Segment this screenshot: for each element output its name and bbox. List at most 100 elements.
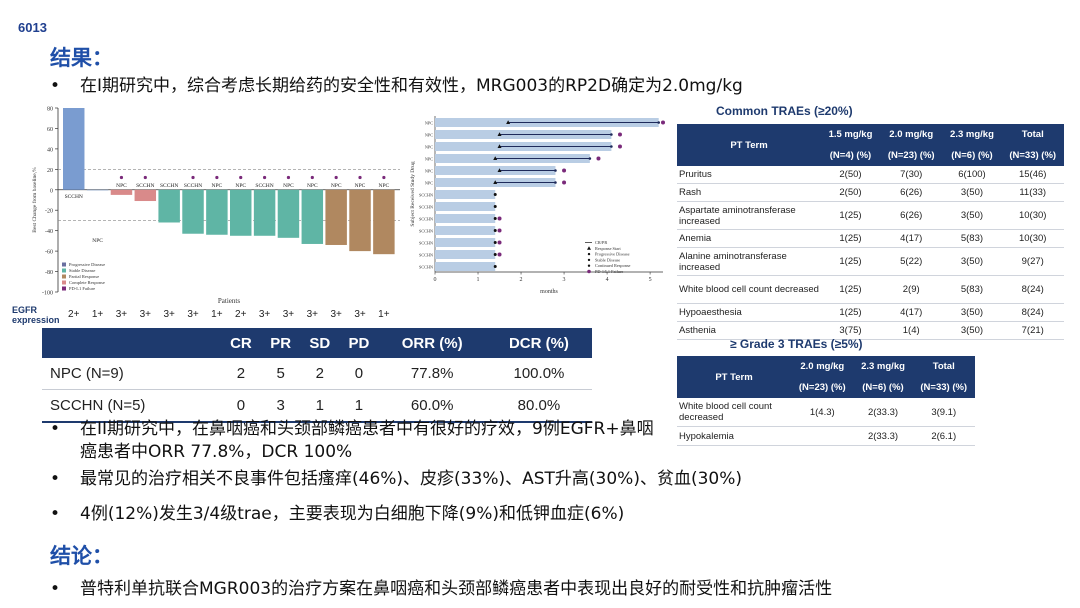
traes-row: Anemia 1(25) 4(17) 5(83) 10(30): [677, 229, 1064, 248]
response-table-cell: NPC (N=9): [42, 358, 221, 390]
grade3-cell: 3(9.1): [912, 398, 975, 427]
pdl1-failure-marker: [143, 175, 147, 180]
response-table-cell: 2: [300, 358, 340, 390]
swimmer-bar: [435, 262, 496, 271]
pd1-failure-marker: [617, 132, 622, 137]
swimmer-bar-label: NPC: [425, 181, 433, 186]
bullet-dot: •: [50, 469, 61, 489]
response-start-marker: [497, 168, 502, 172]
waterfall-bar-label: SCCHN: [136, 183, 154, 189]
egfr-value: 3+: [330, 309, 342, 320]
pdl1-failure-marker: [286, 175, 291, 180]
traes-cell: 7(30): [879, 166, 943, 184]
waterfall-legend-label: PD-L1 Failure: [69, 286, 95, 291]
waterfall-bar: [110, 189, 133, 195]
waterfall-y-label: Best Change from baseline,%: [31, 167, 38, 233]
waterfall-bar-label: NPC: [212, 183, 223, 189]
response-start-marker: [493, 156, 498, 160]
grade3-row: White blood cell count decreased 1(4.3) 2(…: [677, 398, 975, 427]
traes-title: Common TRAEs (≥20%): [716, 104, 853, 118]
waterfall-x-label: Patients: [218, 297, 240, 305]
swimmer-x-tick-label: 2: [520, 277, 523, 283]
swimmer-legend-label: CR/PR: [595, 240, 607, 245]
swimmer-bar: [435, 202, 496, 211]
waterfall-y-tick-label: -80: [45, 270, 53, 276]
swimmer-bar-label: SCCHN: [419, 253, 433, 258]
traes-table: PT Term 1.5 mg/kg 2.0 mg/kg 2.3 mg/kg Total(…: [677, 124, 1064, 340]
pdl1-failure-marker: [262, 175, 267, 180]
results-title: 结果：: [50, 46, 113, 70]
waterfall-axes: 80 60 40 20 0 -20 -40 -60 -80 -100 Best Change fro…: [31, 107, 400, 305]
swimmer-bar: [435, 238, 496, 247]
response-start-marker: [493, 180, 498, 184]
swimmer-bar-label: NPC: [425, 157, 433, 162]
continued-response-marker: [554, 181, 557, 184]
pd1-failure-marker: [497, 228, 502, 233]
waterfall-bar-label: NPC: [355, 183, 366, 189]
pd1-failure-marker: [497, 216, 502, 221]
swimmer-bar: [435, 214, 496, 223]
traes-header-n: (N=4) (%): [821, 145, 880, 166]
swimmer-bar-label: SCCHN: [419, 193, 433, 198]
grade3-cell: [791, 426, 854, 446]
continued-response-marker: [657, 121, 660, 124]
swimmer-x-tick-label: 4: [606, 277, 609, 283]
waterfall-bar-label: NPC: [307, 183, 318, 189]
response-table: CR PR SD PD ORR (%) DCR (%) NPC (N=9) 2 5 2 0 77.8…: [42, 328, 592, 423]
swimmer-y-label: Subject Received Study Drug: [410, 161, 416, 226]
traes-cell: 1(25): [821, 201, 880, 230]
waterfall-y-tick-label: -100: [42, 291, 53, 297]
response-table-header: DCR (%): [485, 328, 592, 358]
traes-header-n: (N=6) (%): [942, 145, 1002, 166]
traes-cell: 3(75): [821, 321, 880, 340]
traes-cell: Rash: [677, 183, 821, 202]
swimmer-bar-label: NPC: [425, 121, 433, 126]
stable-disease-marker: [493, 217, 497, 220]
swimmer-legend-swatch: [587, 252, 591, 256]
traes-cell: Hypoaesthesia: [677, 303, 821, 322]
egfr-value: 3+: [306, 309, 318, 320]
stable-disease-marker: [493, 229, 497, 232]
waterfall-legend-swatch: [62, 268, 66, 273]
grade3-header-dose: 2.3 mg/kg: [853, 356, 913, 377]
bullet-dot: •: [50, 579, 61, 599]
bullet-conclusion: • 普特利单抗联合MGR003的治疗方案在鼻咽癌和头颈部鳞癌患者中表现出良好的耐…: [50, 578, 1075, 601]
traes-cell: Aspartate aminotransferase increased: [677, 201, 821, 230]
traes-row: White blood cell count decreased 1(25) 2(9…: [677, 275, 1064, 304]
traes-cell: 10(30): [1001, 229, 1064, 248]
traes-cell: 1(25): [821, 275, 880, 304]
waterfall-legend-swatch: [62, 274, 66, 279]
bullet-dot: •: [50, 504, 61, 524]
traes-cell: 5(22): [879, 247, 943, 276]
traes-cell: 3(50): [942, 183, 1002, 202]
swimmer-x-label: months: [540, 289, 558, 295]
waterfall-chart: 80 60 40 20 0 -20 -40 -60 -80 -100 Best Change fro…: [31, 107, 400, 305]
pdl1-failure-marker: [215, 175, 219, 180]
response-table-cell: 60.0%: [378, 389, 486, 423]
swimmer-x-tick-label: 1: [477, 277, 480, 283]
traes-cell: 6(26): [879, 183, 943, 202]
bullet-dot: •: [50, 76, 61, 96]
response-table-cell: 3: [261, 389, 301, 423]
response-table-cell: 0: [220, 389, 262, 423]
traes-cell: 4(17): [879, 229, 943, 248]
egfr-value: 3+: [139, 309, 151, 320]
traes-cell: 11(33): [1001, 183, 1064, 202]
grade3-cell: 1(4.3): [791, 398, 854, 427]
traes-cell: 3(50): [942, 321, 1002, 340]
swimmer-x-tick-label: 5: [649, 277, 652, 283]
response-table-header: PR: [261, 328, 301, 358]
waterfall-bar-label: SCCHN: [255, 183, 273, 189]
response-table-cell: 2: [220, 358, 262, 390]
grade3-header-dose: Total: [912, 356, 975, 377]
traes-header-n: (N=23) (%): [879, 145, 943, 166]
bullet-grade3: • 4例(12%)发生3/4级trae，主要表现为白细胞下降(9%)和低钾血症(…: [50, 503, 1070, 526]
waterfall-bar: [182, 189, 204, 234]
waterfall-bar: [373, 189, 395, 255]
traes-cell: 10(30): [1001, 201, 1064, 230]
waterfall-bar: [206, 189, 228, 235]
waterfall-y-tick-label: -60: [45, 250, 53, 256]
traes-row: Asthenia 3(75) 1(4) 3(50) 7(21): [677, 321, 1064, 340]
